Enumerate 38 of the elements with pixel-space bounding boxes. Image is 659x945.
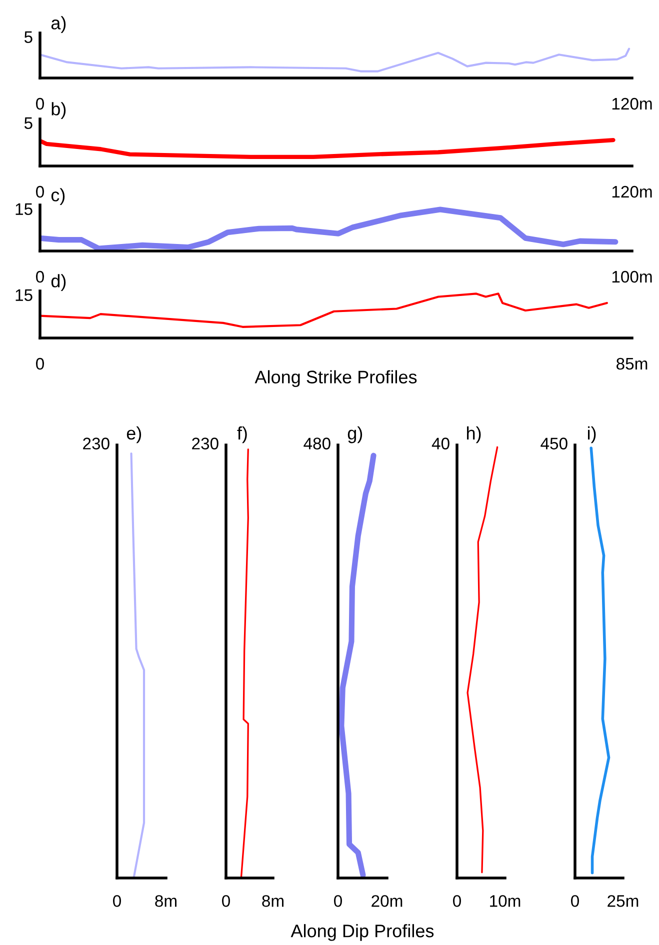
text: 480 [304,438,330,450]
x-tick-label: 0 [453,895,461,907]
x-axis-title: Along Strike Profiles [254,370,417,388]
chart-title: g) [348,426,362,444]
x-tick-label: 25m [608,895,638,907]
x-tick-label: 0 [334,895,342,907]
x-tick-label: 20m [372,895,402,907]
text: 230 [192,438,218,450]
x-axis-title: Along Dip Profiles [290,924,434,941]
x-tick-label: 0 [571,895,579,907]
text: 15 [16,203,32,216]
text: 230 [83,438,110,450]
x-tick-label: 0 [222,895,230,907]
chart-title: d) [51,274,66,291]
x-tick-label: 100m [612,270,652,283]
chart-title: a) [51,16,66,33]
x-tick-label: 8m [262,895,284,907]
chart-title: f) [237,426,247,444]
text: 15 [16,289,32,302]
text: 5 [24,117,32,130]
x-tick-label: 120m [612,98,652,110]
x-tick-label: 85m [616,358,648,370]
text: 40 [432,438,450,450]
x-tick-label: 0 [36,270,44,283]
x-tick-label: 0 [36,358,44,370]
x-tick-label: 0 [36,186,44,198]
chart-title: c) [51,188,65,205]
text: 5 [24,31,32,44]
x-tick-label: 8m [155,895,176,907]
x-tick-label: 0 [36,98,44,110]
x-tick-label: 120m [612,186,652,198]
chart-title: e) [126,426,142,444]
chart-title: h) [467,426,481,444]
chart-title: b) [52,102,66,119]
x-tick-label: 10m [490,895,520,907]
chart-title: i) [588,426,596,444]
x-tick-label: 0 [113,895,121,907]
text: 450 [540,438,568,450]
